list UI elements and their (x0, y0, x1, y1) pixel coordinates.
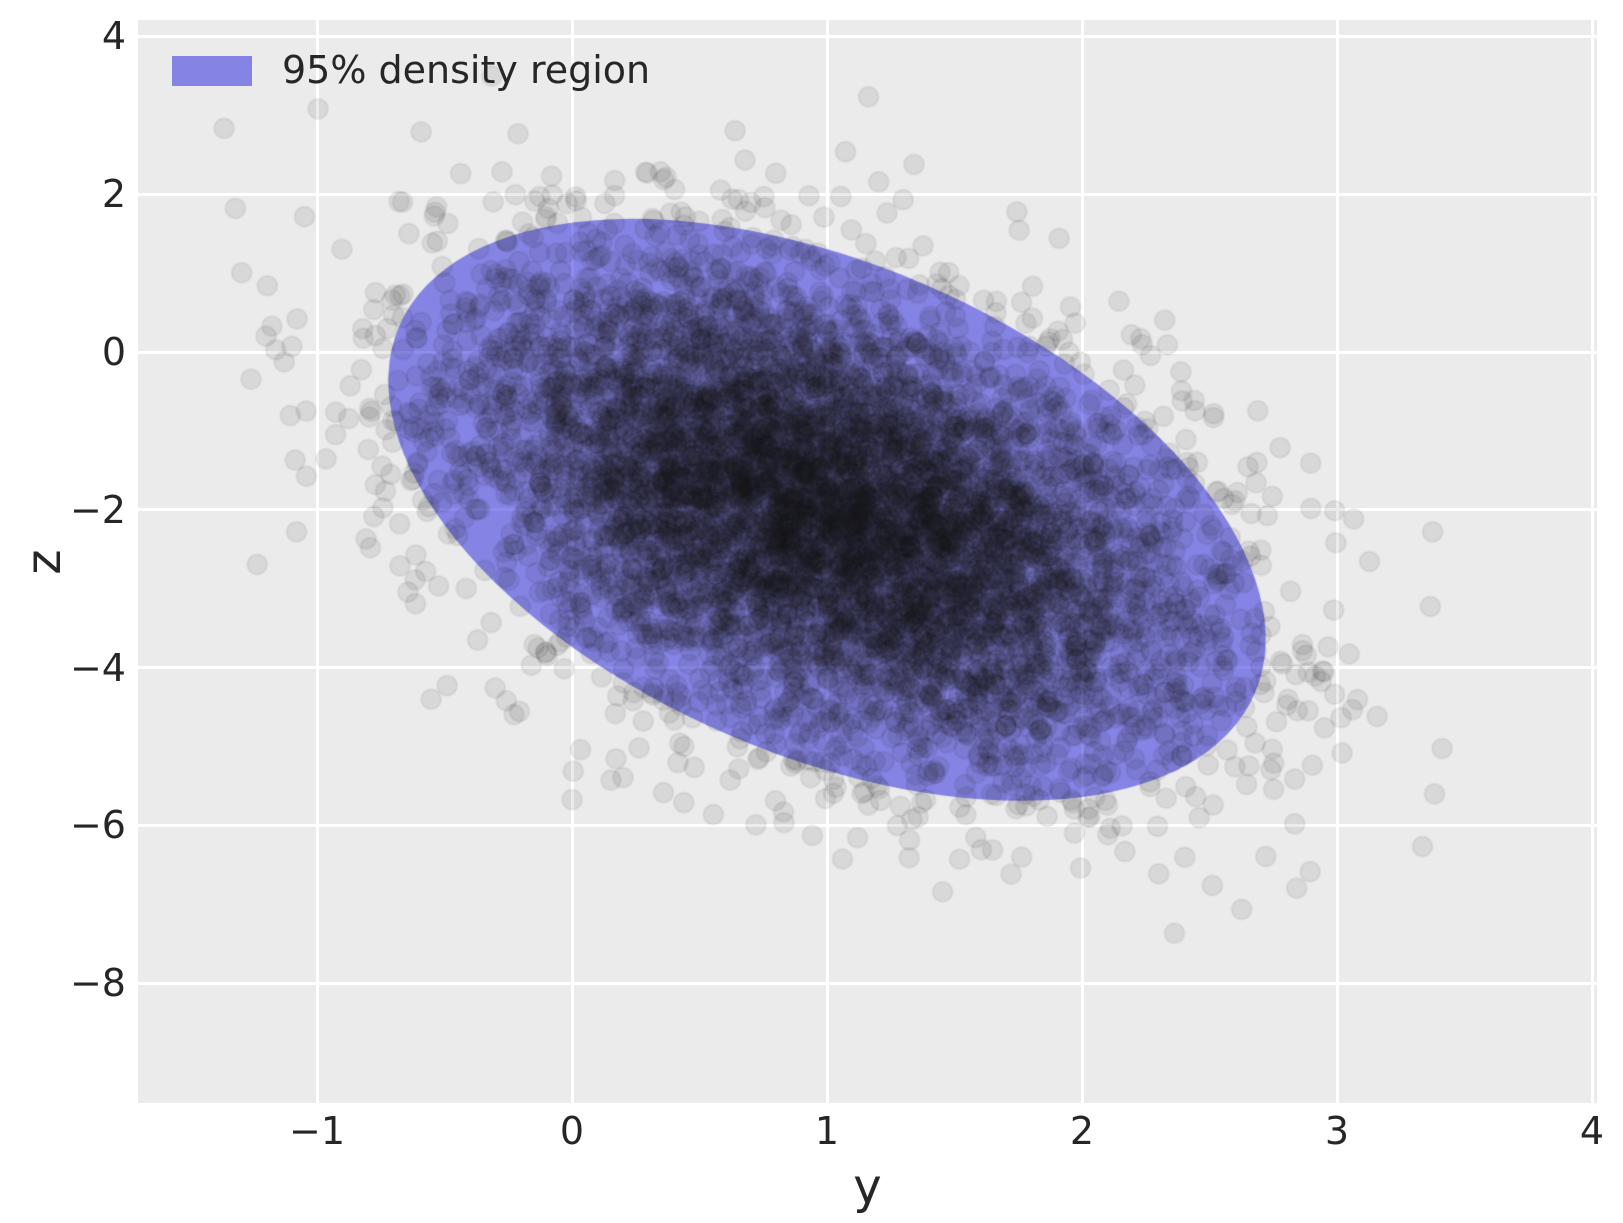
x-axis-label: y (853, 1159, 882, 1215)
y-tick-label-0: 0 (101, 330, 126, 374)
x-tick-label-2: 2 (1069, 1109, 1095, 1153)
x-tick-label--1: −1 (288, 1109, 346, 1153)
x-tick-label-3: 3 (1324, 1109, 1350, 1153)
y-tick-label-2: 2 (101, 172, 126, 217)
y-tick-label--6: −6 (69, 803, 126, 848)
y-tick-label--4: −4 (69, 645, 126, 690)
y-tick-label-4: 4 (101, 14, 126, 59)
y-tick-label--8: −8 (69, 961, 126, 1006)
legend-swatch (172, 55, 252, 86)
x-tick-label-1: 1 (814, 1109, 840, 1153)
scatter-canvas (138, 20, 1597, 1103)
legend: 95% density region (172, 48, 651, 92)
x-tick-label-4: 4 (1579, 1109, 1605, 1153)
y-tick-label--2: −2 (69, 487, 126, 532)
legend-label: 95% density region (282, 48, 651, 92)
y-axis-label: z (16, 548, 72, 575)
x-tick-label-0: 0 (559, 1109, 585, 1153)
plot-area: 95% density region (138, 20, 1597, 1103)
